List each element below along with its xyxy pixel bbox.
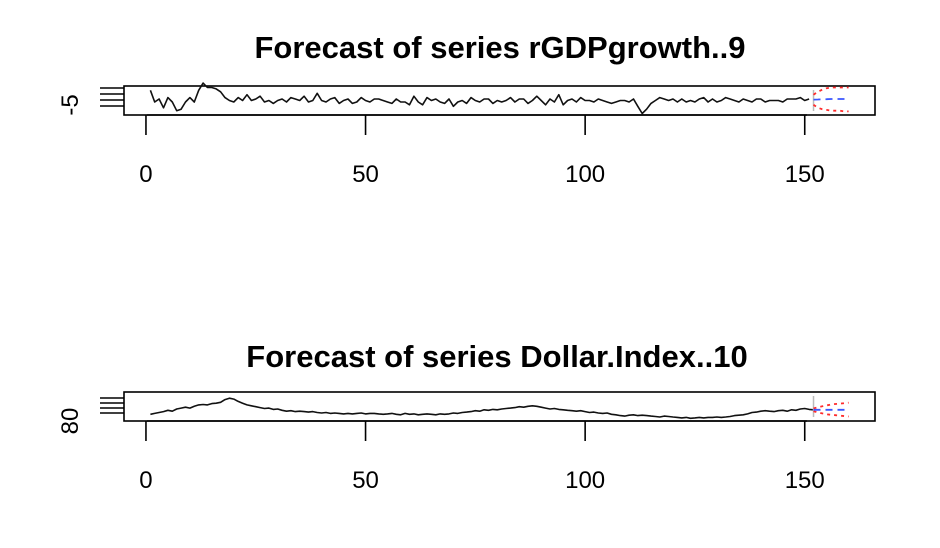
y-tick-label: -5 xyxy=(57,94,84,115)
x-tick-label: 0 xyxy=(139,161,152,188)
forecast-lower-bound xyxy=(812,104,849,113)
chart-title: Forecast of series Dollar.Index..10 xyxy=(246,339,747,374)
observed-series-line xyxy=(149,82,810,115)
x-tick-label: 100 xyxy=(565,467,605,494)
x-tick-label: 50 xyxy=(352,161,379,188)
x-tick-label: 150 xyxy=(785,161,825,188)
y-axis: 80 xyxy=(57,397,124,435)
chart-title: Forecast of series rGDPgrowth..9 xyxy=(255,30,746,65)
x-tick-label: 50 xyxy=(352,467,379,494)
panel-dollar-index: Forecast of series Dollar.Index..10 80 0… xyxy=(57,339,876,494)
x-axis-ticks: 0 50 100 150 xyxy=(139,421,825,494)
y-axis: -5 xyxy=(57,87,124,116)
x-axis-ticks: 0 50 100 150 xyxy=(139,115,825,188)
observed-series-line xyxy=(150,397,814,420)
forecast-lower-bound xyxy=(813,410,849,418)
plot-frame xyxy=(123,391,876,422)
x-tick-label: 150 xyxy=(785,467,825,494)
forecast-mean-line xyxy=(813,98,849,101)
forecast-upper-bound xyxy=(813,86,849,96)
forecast-upper-bound xyxy=(813,401,849,410)
x-tick-label: 100 xyxy=(565,161,605,188)
x-tick-label: 0 xyxy=(139,467,152,494)
y-tick-label: 80 xyxy=(57,408,84,435)
panel-rgdp-growth: Forecast of series rGDPgrowth..9 -5 0 50 1… xyxy=(57,30,876,188)
